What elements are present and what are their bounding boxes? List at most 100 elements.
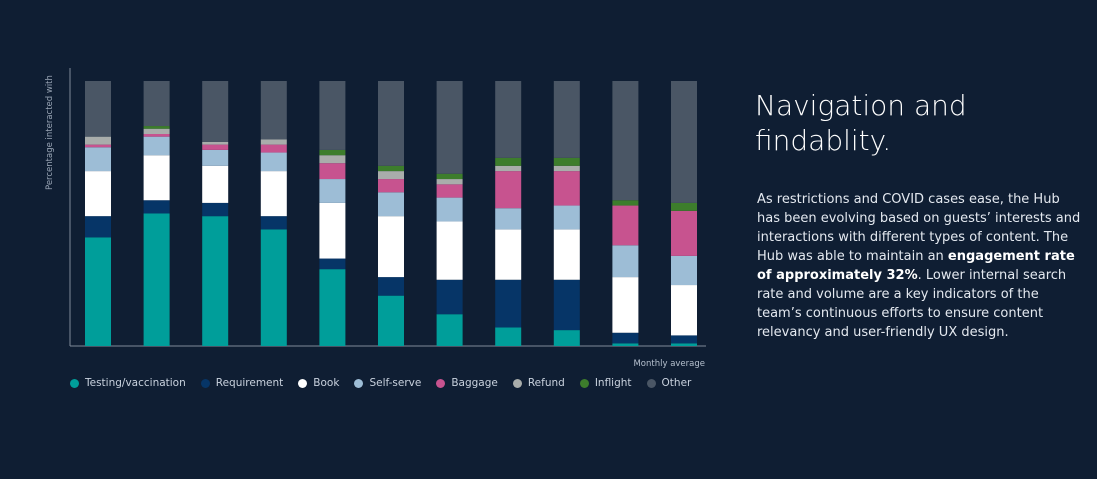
bar-segment-testing-vaccination-6 (378, 295, 404, 346)
legend-label: Refund (527, 377, 565, 389)
bar-segment-baggage-10 (612, 205, 639, 246)
bar-stack-2 (143, 81, 170, 346)
bar-segment-other-9 (553, 81, 580, 158)
bar-segment-refund-3 (202, 141, 229, 145)
bar-segment-testing-vaccination-8 (495, 327, 522, 346)
bar-segment-self-serve-1 (85, 147, 111, 172)
legend-item-requirement: Requirement (200, 377, 283, 389)
bar-segment-refund-5 (319, 155, 346, 164)
bar-segment-refund-7 (436, 179, 463, 185)
bar-segment-self-serve-5 (319, 179, 346, 203)
description-paragraph: As restrictions and COVID cases ease, th… (757, 190, 1082, 342)
legend-item-inflight: Inflight (579, 377, 632, 389)
bar-segment-requirement-3 (202, 202, 229, 217)
bar-stack-8 (495, 81, 522, 346)
bar-segment-refund-1 (85, 136, 111, 145)
bar-segment-inflight-11 (671, 202, 697, 211)
bar-segment-other-5 (319, 81, 346, 150)
bar-stack-9 (553, 81, 580, 346)
bar-segment-refund-8 (495, 165, 522, 172)
bar-segment-requirement-10 (612, 332, 639, 344)
bar-stack-1 (85, 81, 111, 346)
bar-segment-other-1 (85, 81, 111, 137)
bar-segment-baggage-8 (495, 171, 522, 209)
bar-segment-other-10 (612, 81, 639, 201)
bar-segment-requirement-6 (378, 277, 404, 296)
bar-segment-requirement-4 (260, 216, 287, 230)
bar-segment-self-serve-6 (378, 192, 404, 217)
bar-segment-baggage-1 (85, 144, 111, 148)
y-axis-label: Percentage interacted with (45, 75, 55, 190)
bar-segment-other-8 (495, 81, 522, 158)
bar-segment-testing-vaccination-10 (612, 343, 639, 346)
bar-segment-inflight-8 (495, 157, 522, 166)
bar-segment-inflight-9 (553, 157, 580, 166)
bar-segment-book-1 (85, 171, 111, 217)
bar-segment-baggage-11 (671, 210, 697, 256)
legend-item-other: Other (646, 377, 692, 389)
bar-stack-5 (319, 81, 346, 346)
bar-segment-book-3 (202, 165, 229, 203)
bar-segment-book-9 (553, 229, 580, 280)
description-text-1: As restrictions and COVID cases ease, th… (757, 192, 1081, 264)
x-axis-label: Monthly average (633, 359, 705, 369)
bar-segment-testing-vaccination-2 (143, 213, 170, 346)
legend-swatch (70, 378, 79, 388)
bar-segment-inflight-5 (319, 149, 346, 156)
legend-item-testing-vaccination: Testing/vaccination (70, 377, 186, 389)
bar-segment-book-4 (260, 171, 287, 217)
legend-label: Other (661, 377, 692, 389)
description-highlight: engagement rate of approximately 32% (757, 249, 1075, 283)
bar-segment-book-2 (143, 155, 170, 201)
bar-segment-refund-9 (553, 165, 580, 172)
bar-segment-other-11 (671, 81, 697, 203)
bar-segment-testing-vaccination-5 (319, 269, 346, 346)
bar-segment-self-serve-10 (612, 245, 639, 278)
bar-segment-self-serve-11 (671, 255, 697, 286)
bar-segment-baggage-4 (260, 144, 287, 153)
bar-segment-requirement-7 (436, 279, 463, 315)
bar-segment-other-6 (378, 81, 404, 166)
bar-stack-6 (378, 81, 404, 346)
bar-segment-self-serve-4 (260, 152, 287, 172)
bar-segment-book-8 (495, 229, 522, 280)
bar-segment-baggage-6 (378, 179, 404, 193)
legend-swatch (512, 378, 522, 388)
bar-segment-book-7 (436, 221, 463, 280)
bar-segment-testing-vaccination-7 (436, 314, 463, 346)
bar-segment-testing-vaccination-11 (671, 343, 697, 346)
bar-segment-other-7 (436, 81, 463, 174)
bar-segment-other-4 (260, 81, 287, 140)
bar-segment-baggage-7 (436, 184, 463, 198)
bar-segment-requirement-2 (143, 200, 170, 214)
page-title-line-2: findablity. (755, 124, 892, 157)
bar-segment-baggage-2 (143, 134, 170, 137)
legend-label: Testing/vaccination (85, 377, 186, 389)
bar-segment-baggage-5 (319, 163, 346, 180)
legend-swatch (646, 378, 656, 388)
legend-label: Book (313, 377, 340, 389)
bar-stack-11 (671, 81, 697, 346)
stacked-bar-chart (69, 68, 706, 347)
legend-item-refund: Refund (512, 377, 565, 389)
bar-segment-book-5 (319, 202, 346, 259)
bar-stack-7 (436, 81, 463, 346)
bar-stack-10 (612, 81, 639, 346)
bar-segment-other-2 (143, 81, 170, 127)
bar-segment-refund-6 (378, 171, 404, 180)
bar-segment-testing-vaccination-9 (553, 330, 580, 346)
bar-segment-self-serve-2 (143, 136, 170, 156)
legend-swatch (436, 378, 446, 388)
page-title: Navigation and findablity. (755, 88, 1075, 158)
legend-item-book: Book (298, 377, 339, 389)
bar-segment-self-serve-9 (553, 205, 580, 230)
bar-segment-inflight-10 (612, 200, 639, 206)
bar-segment-testing-vaccination-1 (85, 237, 111, 346)
bar-segment-requirement-5 (319, 258, 346, 270)
bar-segment-book-10 (612, 277, 639, 333)
bar-segment-refund-2 (143, 128, 170, 134)
legend-label: Baggage (451, 377, 498, 389)
bar-segment-inflight-6 (378, 165, 404, 172)
bar-segment-requirement-11 (671, 335, 697, 344)
bar-segment-testing-vaccination-4 (260, 229, 287, 346)
